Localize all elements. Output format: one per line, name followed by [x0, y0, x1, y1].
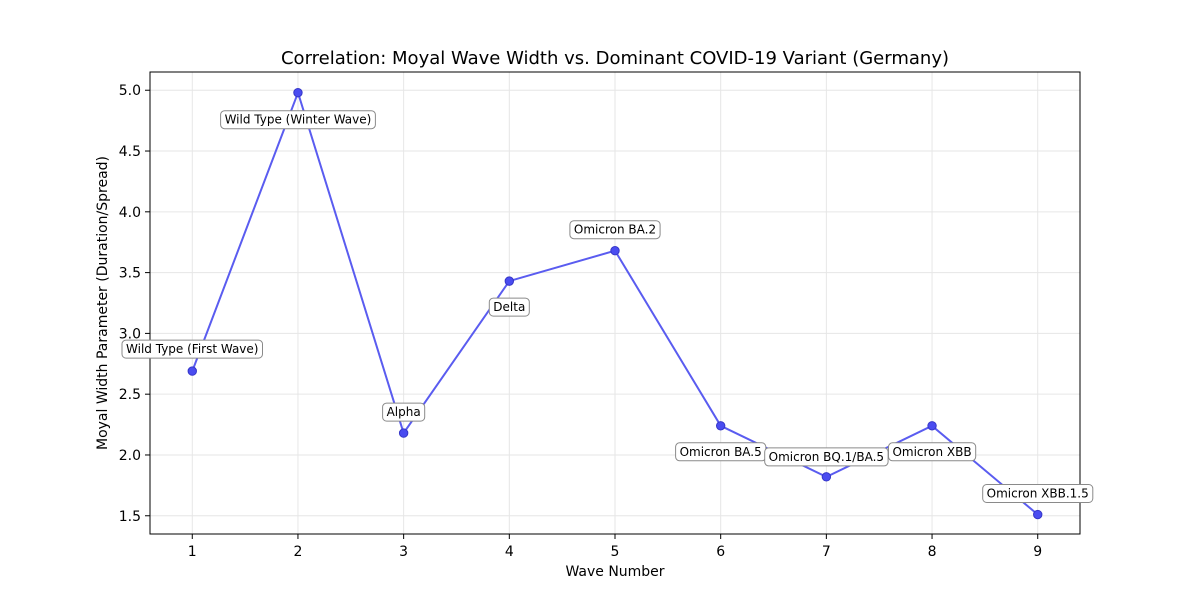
- chart-title: Correlation: Moyal Wave Width vs. Domina…: [281, 48, 949, 69]
- data-point: [187, 366, 197, 376]
- x-tick-label: 8: [928, 544, 937, 560]
- annotation: Alpha: [382, 402, 426, 422]
- data-point: [715, 421, 726, 431]
- y-tick-label: 3.5: [119, 266, 141, 282]
- data-point: [610, 246, 620, 256]
- annotation-box: [382, 402, 426, 422]
- annotation-label: Alpha: [387, 405, 421, 419]
- data-point: [504, 276, 515, 286]
- x-tick-label: 6: [716, 544, 725, 560]
- annotation-label: Omicron XBB: [892, 445, 971, 459]
- data-point: [927, 421, 937, 431]
- data-point: [398, 428, 409, 438]
- annotation-label: Wild Type (First Wave): [126, 342, 258, 356]
- annotation-box: [888, 442, 977, 462]
- data-point: [293, 87, 303, 98]
- annotation: Delta: [488, 297, 530, 317]
- y-tick-label: 3.0: [119, 326, 141, 342]
- x-axis-label: Wave Number: [565, 564, 664, 580]
- annotation-label: Omicron BQ.1/BA.5: [769, 450, 884, 464]
- x-tick-label: 3: [399, 544, 408, 560]
- x-tick-label: 4: [505, 544, 514, 560]
- annotation: Omicron BA.2: [569, 220, 661, 240]
- annotation: Wild Type (Winter Wave): [220, 110, 376, 130]
- annotation: Omicron BQ.1/BA.5: [764, 447, 889, 467]
- annotation-box: [569, 220, 661, 240]
- y-tick-label: 2.5: [119, 387, 141, 403]
- annotation-label: Delta: [493, 300, 525, 314]
- y-tick-label: 4.0: [119, 205, 141, 221]
- data-point: [1033, 509, 1043, 520]
- x-tick-label: 1: [188, 544, 197, 560]
- annotation: Wild Type (First Wave): [121, 339, 263, 359]
- annotation-box: [982, 484, 1094, 503]
- grid-layer: [150, 72, 1080, 534]
- annotation-box: [488, 297, 530, 317]
- y-tick-label: 4.5: [119, 144, 141, 160]
- annotation: Omicron XBB: [888, 442, 977, 462]
- annotation-layer: Wild Type (First Wave) Wild Type (Winter …: [121, 110, 1094, 503]
- data-point: [821, 472, 832, 482]
- x-tick-label: 5: [611, 544, 620, 560]
- x-tick-label: 2: [293, 544, 302, 560]
- axis-layer: 1 2 3 4 5 6 7 8 9 1.5 2.0 2.5 3.0 3.5 4.0 4.5 5.0: [119, 71, 1081, 560]
- x-tick-label: 9: [1033, 544, 1042, 560]
- plot-frame: [149, 71, 1081, 535]
- x-tick-label: 7: [822, 544, 831, 560]
- annotation-box: [220, 110, 376, 130]
- y-axis-label: Moyal Width Parameter (Duration/Spread): [95, 156, 111, 450]
- y-tick-label: 2.0: [119, 448, 141, 464]
- y-tick-label: 5.0: [119, 83, 141, 99]
- y-tick-label: 1.5: [119, 509, 141, 525]
- annotation: Omicron BA.5: [675, 442, 767, 462]
- annotation-label: Omicron BA.2: [574, 223, 656, 237]
- annotation-label: Omicron BA.5: [680, 445, 762, 459]
- annotation-label: Omicron XBB.1.5: [987, 487, 1089, 501]
- annotation-label: Wild Type (Winter Wave): [225, 113, 372, 127]
- annotation: Omicron XBB.1.5: [982, 484, 1094, 503]
- annotation-box: [121, 339, 263, 359]
